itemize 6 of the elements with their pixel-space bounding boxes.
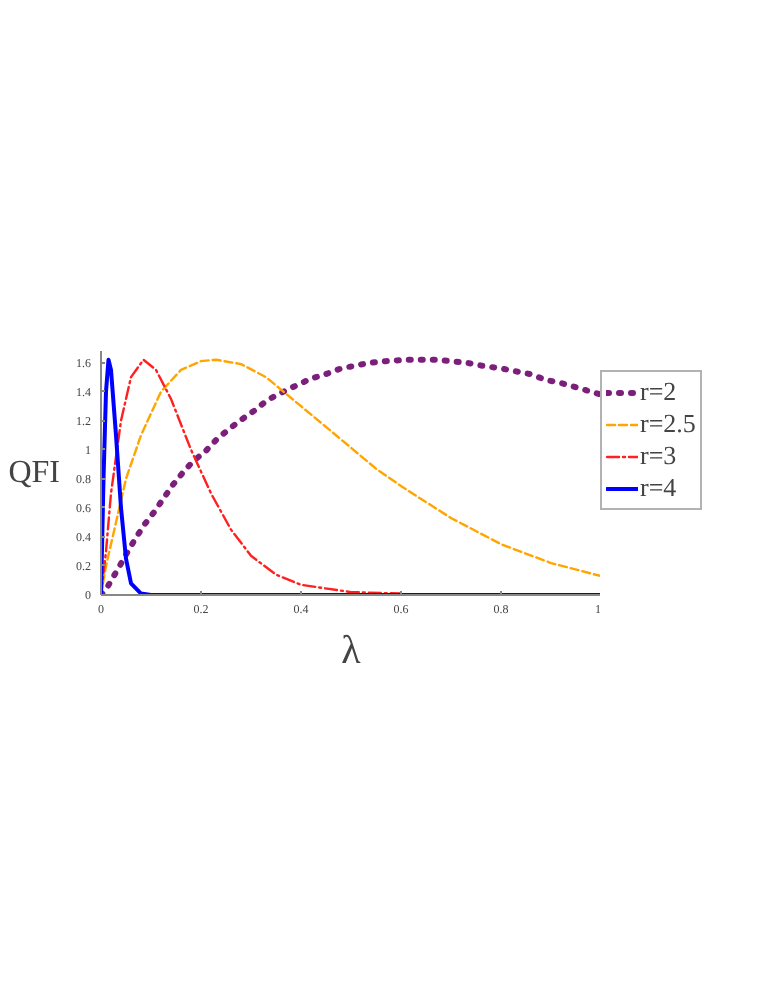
legend-label: r=2 (640, 376, 679, 408)
x-axis-title: λ (341, 629, 362, 673)
legend-label: r=4 (640, 472, 679, 504)
legend-label: r=3 (640, 440, 679, 472)
y-axis-title: QFI (8, 456, 60, 490)
legend-label: r=2.5 (640, 408, 696, 440)
